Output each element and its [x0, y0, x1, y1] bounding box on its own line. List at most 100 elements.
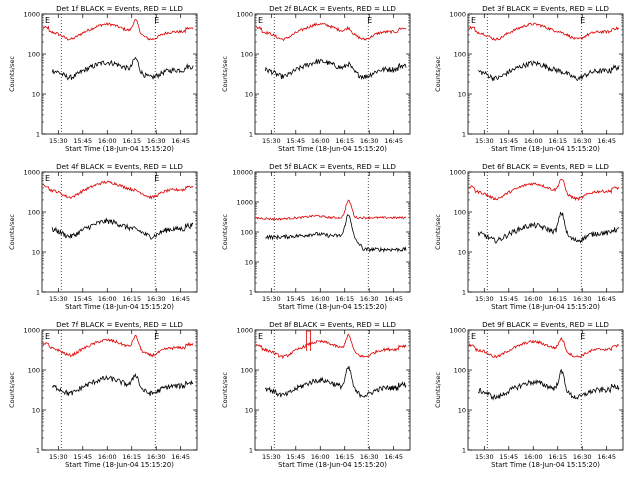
y-tick-label: 100: [241, 229, 253, 237]
x-tick-label: 16:15: [335, 137, 354, 145]
x-tick-label: 16:30: [147, 453, 166, 461]
y-tick-label: 1000: [236, 327, 253, 335]
y-tick-label: 1000: [449, 169, 466, 177]
y-axis-label: Counts/sec: [434, 214, 442, 250]
x-tick-label: 15:30: [475, 453, 494, 461]
x-tick-label: 16:00: [311, 295, 330, 303]
series-events-line: [264, 365, 407, 399]
chart-title: Det 9f BLACK = Events, RED = LLD: [482, 320, 609, 329]
series-lld-line: [255, 333, 407, 360]
y-tick-label: 10: [245, 407, 253, 415]
y-axis-label: Counts/sec: [434, 56, 442, 92]
y-tick-label: 1: [462, 289, 466, 297]
y-tick-label: 1: [249, 131, 253, 139]
x-tick-label: 15:45: [286, 295, 305, 303]
chart-title: Det 3f BLACK = Events, RED = LLD: [482, 4, 609, 13]
y-tick-label: 100: [28, 209, 40, 217]
y-axis-label: Counts/sec: [8, 372, 16, 408]
y-tick-label: 10: [32, 407, 40, 415]
x-tick-label: 16:45: [171, 295, 190, 303]
series-events-line: [477, 211, 620, 244]
y-tick-label: 100: [241, 51, 253, 59]
series-lld-line: [468, 22, 620, 41]
x-tick-label: 16:00: [311, 137, 330, 145]
y-tick-label: 100: [454, 367, 466, 375]
chart-title: Det 8f BLACK = Events, RED = LLD: [269, 320, 396, 329]
x-tick-label: 16:45: [171, 453, 190, 461]
x-tick-label: 15:45: [499, 453, 518, 461]
x-tick-label: 15:30: [475, 137, 494, 145]
y-tick-label: 1: [462, 447, 466, 455]
y-tick-label: 1000: [236, 11, 253, 19]
x-tick-label: 16:15: [548, 137, 567, 145]
x-tick-label: 16:30: [360, 137, 379, 145]
y-tick-label: 100: [28, 367, 40, 375]
x-axis-label: Start Time (18-Jun-04 15:15:20): [278, 303, 387, 311]
x-tick-label: 16:15: [335, 295, 354, 303]
chart-panel-1: Det 1f BLACK = Events, RED = LLD 1 10 100 10…: [8, 4, 198, 153]
x-tick-label: 15:45: [286, 137, 305, 145]
chart-panel-6: Det 6f BLACK = Events, RED = LLD 1 10 100 10…: [434, 162, 624, 311]
y-tick-label: 1000: [23, 11, 40, 19]
x-tick-label: 15:30: [262, 295, 281, 303]
series-lld-line: [468, 178, 620, 202]
x-tick-label: 16:15: [548, 295, 567, 303]
x-tick-label: 16:15: [548, 453, 567, 461]
y-tick-label: 10000: [232, 169, 253, 177]
chart-title: Det 5f BLACK = Events, RED = LLD: [269, 162, 396, 171]
y-tick-label: 100: [454, 209, 466, 217]
y-tick-label: 1000: [449, 11, 466, 19]
y-tick-label: 1: [36, 447, 40, 455]
plot-frame: [254, 329, 411, 451]
series-events-line: [51, 217, 194, 240]
plot-frame: [41, 171, 198, 293]
x-axis-label: Start Time (18-Jun-04 15:15:20): [65, 145, 174, 153]
plot-frame: [467, 329, 624, 451]
series-events-line: [51, 372, 194, 397]
x-tick-label: 15:45: [73, 137, 92, 145]
chart-title: Det 7f BLACK = Events, RED = LLD: [56, 320, 183, 329]
x-tick-label: 16:15: [122, 137, 141, 145]
e-marker: E: [154, 174, 159, 183]
x-tick-label: 16:00: [524, 453, 543, 461]
x-tick-label: 16:45: [597, 295, 616, 303]
series-lld-line: [468, 336, 620, 359]
chart-panel-3: Det 3f BLACK = Events, RED = LLD 1 10 100 10…: [434, 4, 624, 153]
y-axis-label: Counts/sec: [434, 372, 442, 408]
e-marker: E: [45, 16, 50, 25]
e-marker: E: [580, 16, 585, 25]
x-tick-label: 16:45: [384, 137, 403, 145]
x-tick-label: 15:30: [262, 453, 281, 461]
x-tick-label: 16:30: [147, 137, 166, 145]
x-tick-label: 15:45: [73, 295, 92, 303]
y-tick-label: 1: [36, 289, 40, 297]
y-tick-label: 10: [32, 91, 40, 99]
series-lld-spike: [306, 330, 311, 351]
x-tick-label: 16:30: [573, 453, 592, 461]
plot-frame: [467, 13, 624, 135]
x-tick-label: 16:30: [360, 453, 379, 461]
x-axis-label: Start Time (18-Jun-04 15:15:20): [491, 461, 600, 469]
y-tick-label: 100: [454, 51, 466, 59]
x-tick-label: 16:00: [524, 295, 543, 303]
x-tick-label: 16:15: [122, 453, 141, 461]
x-axis-label: Start Time (18-Jun-04 15:15:20): [65, 303, 174, 311]
e-marker: E: [580, 332, 585, 341]
y-axis-label: Counts/sec: [8, 56, 16, 92]
x-axis-label: Start Time (18-Jun-04 15:15:20): [491, 145, 600, 153]
e-marker: E: [45, 332, 50, 341]
series-lld-line: [255, 22, 407, 42]
x-tick-label: 15:30: [475, 295, 494, 303]
plot-frame: [254, 171, 411, 293]
x-axis-label: Start Time (18-Jun-04 15:15:20): [65, 461, 174, 469]
x-tick-label: 15:30: [49, 137, 68, 145]
plot-frame: [41, 329, 198, 451]
e-marker: E: [471, 332, 476, 341]
x-tick-label: 16:15: [335, 453, 354, 461]
series-events-line: [51, 56, 194, 81]
x-tick-label: 15:45: [499, 295, 518, 303]
series-events-line: [478, 60, 620, 82]
plot-frame: [467, 171, 624, 293]
x-tick-label: 16:45: [384, 295, 403, 303]
